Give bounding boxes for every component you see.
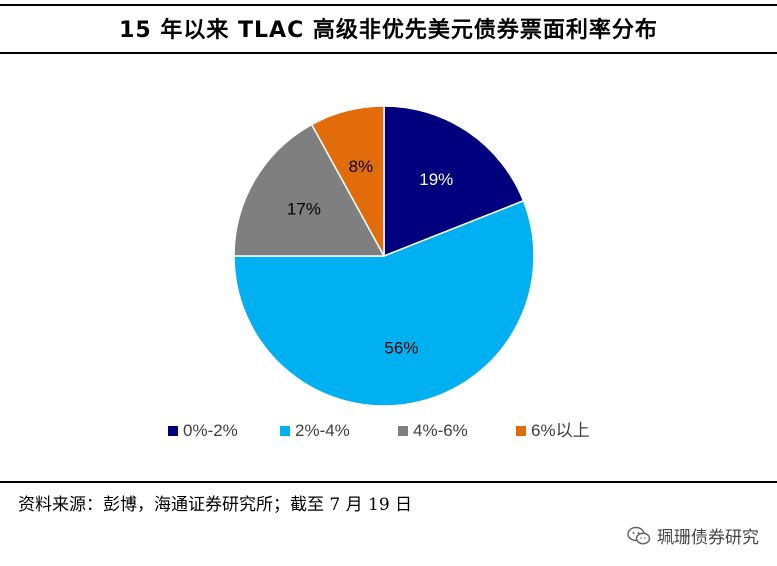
legend-label-2: 4%-6% — [413, 421, 468, 440]
pie-slice-1 — [233, 199, 535, 407]
slice-label-1: 56% — [384, 338, 418, 357]
top-rule — [0, 4, 777, 6]
title-rule — [0, 52, 777, 54]
chart-area: 19% 56% 17% 8% 0%-2% 2%-4% 4%-6% 6%以上 — [0, 56, 777, 480]
legend-swatch-2 — [398, 426, 408, 436]
legend-swatch-1 — [280, 426, 290, 436]
legend-item-3: 6%以上 — [516, 421, 590, 440]
pie-slice-0 — [383, 105, 525, 258]
legend-label-3: 6%以上 — [531, 421, 590, 440]
slice-label-0: 19% — [419, 170, 453, 189]
pie-chart: 19% 56% 17% 8% 0%-2% 2%-4% 4%-6% 6%以上 — [168, 105, 590, 440]
watermark: 珮珊债券研究 — [627, 523, 759, 548]
pie-slice-3 — [310, 105, 385, 257]
legend-item-2: 4%-6% — [398, 421, 468, 440]
legend-swatch-0 — [168, 426, 178, 436]
watermark-text: 珮珊债券研究 — [657, 528, 759, 548]
legend-item-1: 2%-4% — [280, 421, 350, 440]
wechat-icon — [627, 526, 651, 544]
legend-swatch-3 — [516, 426, 526, 436]
source-note: 资料来源：彭博，海通证券研究所；截至 7 月 19 日 — [18, 495, 413, 515]
pie-slice-2 — [233, 123, 386, 257]
chart-title: 15 年以来 TLAC 高级非优先美元债券票面利率分布 — [119, 18, 658, 43]
legend-label-0: 0%-2% — [183, 421, 238, 440]
slice-label-2: 17% — [287, 200, 321, 219]
legend-item-0: 0%-2% — [168, 421, 238, 440]
bottom-rule — [0, 481, 777, 483]
slice-label-3: 8% — [349, 157, 374, 176]
legend-label-1: 2%-4% — [295, 421, 350, 440]
